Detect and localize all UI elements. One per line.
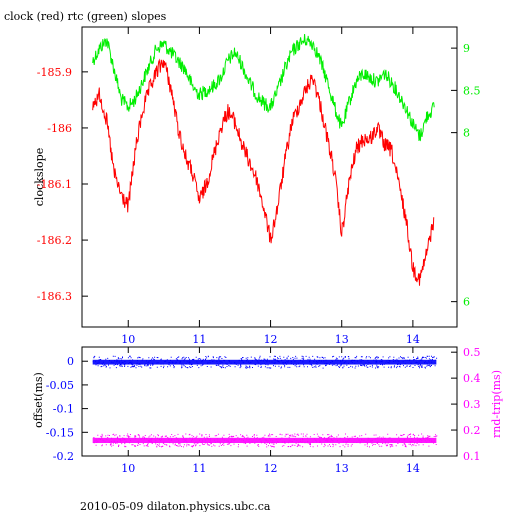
bottom-y-tick-label: -0.05 [46,379,74,392]
top-x-tick-label: 13 [335,333,349,346]
bottom-y-tick-label: -0.1 [53,403,74,416]
bottom-x-tick-label: 14 [406,462,420,475]
bottom-y2-axis-label: rnd-trip(ms) [490,370,503,438]
bottom-right-axis: 0.5 0.4 0.3 0.2 0.1 [451,346,481,463]
bottom-panel: offset(ms) rnd-trip(ms) 0 -0.05 -0.1 -0.15 -… [32,346,503,475]
figure-footer: 2010-05-09 dilaton.physics.ubc.ca [80,500,271,512]
top-y2-tick-label: 9 [463,42,470,55]
top-y-tick-label: -186.2 [37,234,72,247]
top-y2-tick-label: 6 [463,296,470,309]
rtc-series-line [92,33,435,142]
bottom-plot-frame [81,346,458,457]
bottom-y-tick-label: 0 [67,355,74,368]
top-y-tick-label: -186.3 [37,290,72,303]
bottom-y2-tick-label: 0.5 [463,346,481,359]
top-y2-tick-label: 8.5 [463,84,481,97]
bottom-x-tick-label: 13 [335,462,349,475]
top-y-tick-label: -186 [47,122,72,135]
bottom-y2-tick-label: 0.2 [463,424,481,437]
bottom-y2-tick-label: 0.1 [463,450,481,463]
bottom-y-tick-label: -0.15 [46,426,74,439]
top-series-layer [92,33,435,286]
top-y2-tick-label: 8 [463,127,470,140]
figure-title: clock (red) rtc (green) slopes [4,10,167,23]
bottom-x-axis: 10 11 12 13 14 [121,347,420,475]
top-y-tick-label: -186.1 [37,178,72,191]
clock-series-line [92,58,435,286]
bottom-y-tick-label: -0.2 [53,450,74,463]
offset-series-band [92,359,437,365]
top-x-tick-label: 10 [121,333,135,346]
bottom-left-axis: 0 -0.05 -0.1 -0.15 -0.2 [46,355,88,463]
bottom-y2-tick-label: 0.3 [463,398,481,411]
top-x-tick-label: 12 [264,333,278,346]
top-panel: clockslope -185.9-186-186.1-186.2-186.3 … [33,26,481,346]
bottom-y-axis-label: offset(ms) [32,372,45,428]
bottom-x-tick-label: 12 [264,462,278,475]
top-right-axis: 9 8.5 8 6 [451,42,481,309]
top-y-axis-label: clockslope [33,148,46,206]
top-x-axis: 10 11 12 13 14 [121,27,420,346]
rndtrip-series-band [92,437,437,444]
rndtrip-series-points [93,433,438,448]
top-y-tick-label: -185.9 [37,66,72,79]
bottom-x-tick-label: 11 [192,462,206,475]
top-plot-frame [81,26,458,328]
bottom-y2-tick-label: 0.4 [463,372,481,385]
top-x-tick-label: 11 [192,333,206,346]
top-x-tick-label: 14 [406,333,420,346]
bottom-x-tick-label: 10 [121,462,135,475]
bottom-series-layer [92,355,438,448]
offset-series-points [92,355,438,369]
top-left-axis: -185.9 -186 -186.1 -186.2 -186.3 [37,66,88,303]
